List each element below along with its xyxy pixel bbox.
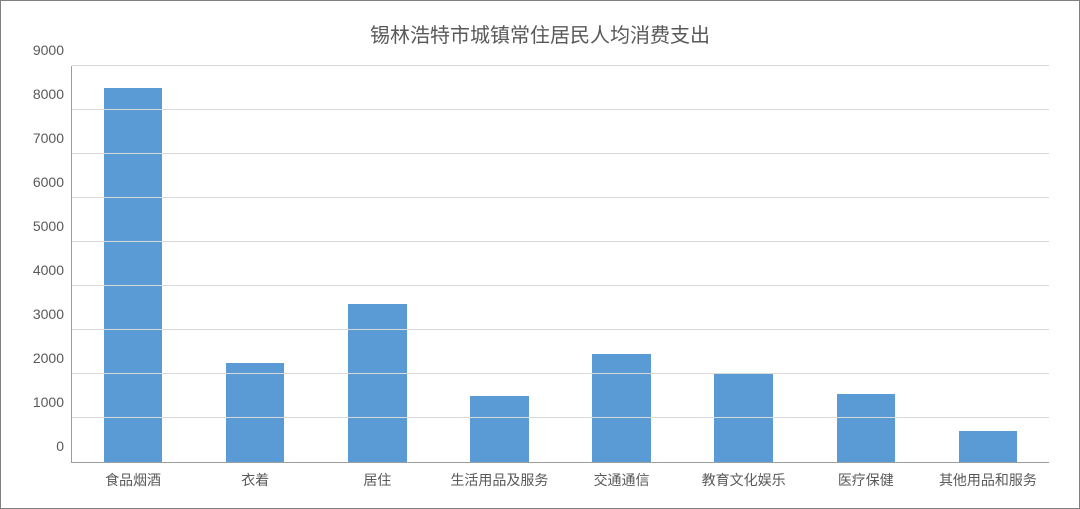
y-tick-label: 4000 (33, 262, 72, 278)
y-tick-label: 8000 (33, 86, 72, 102)
chart-title: 锡林浩特市城镇常住居民人均消费支出 (1, 1, 1079, 48)
gridline (72, 241, 1049, 242)
bar-slot: 教育文化娱乐 (683, 66, 805, 462)
gridline (72, 329, 1049, 330)
bar-slot: 其他用品和服务 (927, 66, 1049, 462)
bar-slot: 医疗保健 (805, 66, 927, 462)
y-tick-label: 6000 (33, 174, 72, 190)
x-tick-label: 食品烟酒 (105, 462, 161, 490)
y-tick-label: 9000 (33, 42, 72, 58)
bar (592, 354, 651, 462)
bar-slot: 交通通信 (561, 66, 683, 462)
y-tick-label: 1000 (33, 394, 72, 410)
y-tick-label: 0 (56, 438, 72, 454)
x-tick-label: 教育文化娱乐 (702, 462, 786, 490)
bar (959, 431, 1018, 462)
gridline (72, 373, 1049, 374)
y-tick-label: 3000 (33, 306, 72, 322)
bars-row: 食品烟酒衣着居住生活用品及服务交通通信教育文化娱乐医疗保健其他用品和服务 (72, 66, 1049, 462)
x-tick-label: 交通通信 (594, 462, 650, 490)
gridline (72, 109, 1049, 110)
x-tick-label: 其他用品和服务 (939, 462, 1037, 490)
bar (104, 88, 163, 462)
bar (837, 394, 896, 462)
bar (714, 374, 773, 462)
y-tick-label: 7000 (33, 130, 72, 146)
bar (226, 363, 285, 462)
gridline (72, 153, 1049, 154)
gridline (72, 197, 1049, 198)
bar-slot: 居住 (316, 66, 438, 462)
gridline (72, 65, 1049, 66)
bar (470, 396, 529, 462)
y-tick-label: 2000 (33, 350, 72, 366)
gridline (72, 285, 1049, 286)
bar-slot: 食品烟酒 (72, 66, 194, 462)
bar-slot: 生活用品及服务 (438, 66, 560, 462)
gridline (72, 417, 1049, 418)
chart-container: 锡林浩特市城镇常住居民人均消费支出 食品烟酒衣着居住生活用品及服务交通通信教育文… (0, 0, 1080, 509)
x-tick-label: 医疗保健 (838, 462, 894, 490)
bar-slot: 衣着 (194, 66, 316, 462)
x-tick-label: 生活用品及服务 (450, 462, 548, 490)
y-tick-label: 5000 (33, 218, 72, 234)
bar (348, 304, 407, 462)
x-tick-label: 衣着 (241, 462, 269, 490)
x-tick-label: 居住 (363, 462, 391, 490)
plot-area: 食品烟酒衣着居住生活用品及服务交通通信教育文化娱乐医疗保健其他用品和服务 010… (71, 66, 1049, 463)
